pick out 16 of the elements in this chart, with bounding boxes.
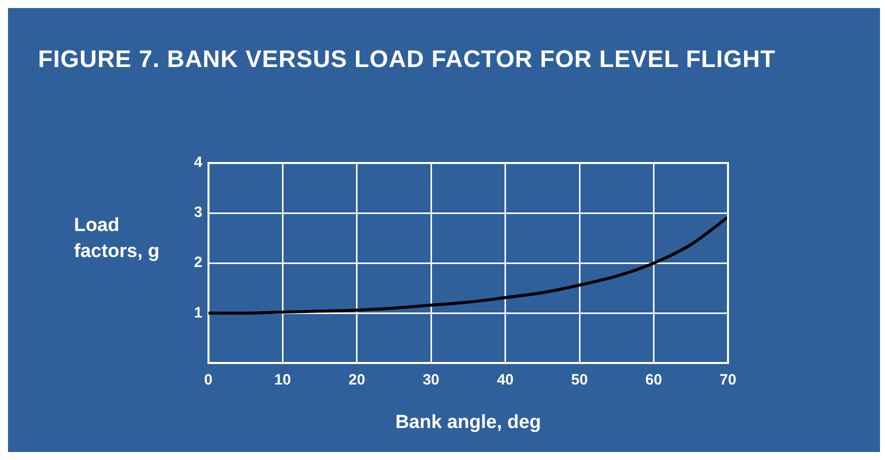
x-tick-label: 70: [720, 371, 736, 388]
x-tick-label: 10: [274, 371, 291, 388]
x-tick-label: 0: [204, 371, 213, 388]
x-tick-label: 60: [645, 371, 662, 388]
x-tick-label: 30: [422, 371, 440, 388]
y-tick-label: 4: [194, 154, 203, 172]
x-tick-label: 50: [571, 371, 588, 388]
x-axis-title: Bank angle, deg: [395, 412, 542, 433]
x-tick-label: 20: [348, 371, 366, 388]
y-tick-label: 1: [194, 304, 202, 322]
y-tick-label: 2: [194, 254, 202, 272]
y-axis-title: Load factors, g: [74, 214, 160, 264]
x-tick-label: 40: [496, 371, 514, 388]
line-series: [208, 216, 728, 315]
y-tick-label: 3: [194, 204, 202, 222]
chart-title: FIGURE 7. BANK VERSUS LOAD FACTOR FOR LEVEL FLIGHT: [38, 46, 776, 74]
